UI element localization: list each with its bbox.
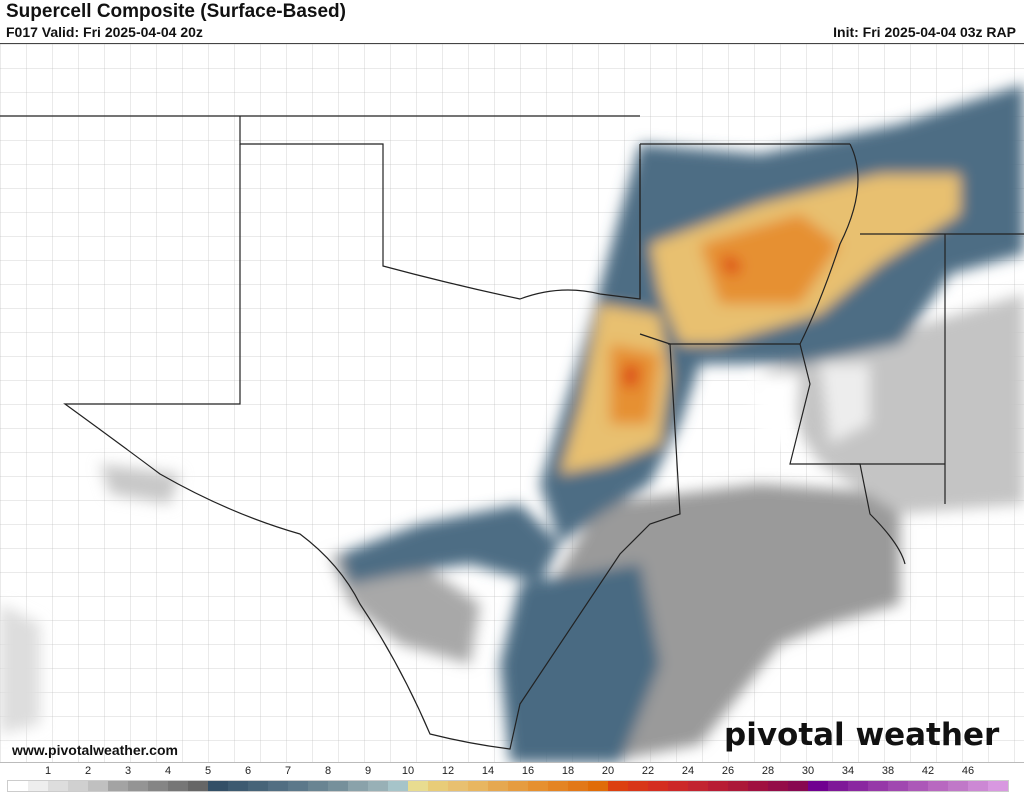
colorbar-swatch xyxy=(108,781,128,791)
colorbar-swatch xyxy=(188,781,208,791)
colorbar-swatches xyxy=(7,780,1009,792)
colorbar-swatch xyxy=(428,781,448,791)
colorbar: 1 2 3 4 5 6 7 8 9 10 12 14 16 18 20 22 24 26 28 30 34 38 42 46 xyxy=(0,762,1024,792)
colorbar-label: 2 xyxy=(84,765,92,777)
colorbar-swatch xyxy=(48,781,68,791)
colorbar-swatch xyxy=(268,781,288,791)
colorbar-swatch xyxy=(928,781,948,791)
state-borders xyxy=(0,115,1024,750)
map-title: Supercell Composite (Surface-Based) xyxy=(6,1,346,22)
colorbar-swatch xyxy=(308,781,328,791)
init-time: Init: Fri 2025-04-04 03z RAP xyxy=(833,24,1016,40)
weather-map[interactable] xyxy=(0,43,1024,763)
colorbar-swatch xyxy=(908,781,928,791)
white-holes xyxy=(750,364,870,444)
colorbar-swatch xyxy=(508,781,528,791)
colorbar-swatch xyxy=(968,781,988,791)
colorbar-label: 7 xyxy=(284,765,292,777)
colorbar-label: 20 xyxy=(601,765,615,777)
colorbar-label: 8 xyxy=(324,765,332,777)
colorbar-label: 42 xyxy=(921,765,935,777)
colorbar-swatch xyxy=(328,781,348,791)
colorbar-swatch xyxy=(468,781,488,791)
colorbar-swatch xyxy=(8,781,28,791)
colorbar-label: 34 xyxy=(841,765,855,777)
colorbar-label: 30 xyxy=(801,765,815,777)
colorbar-swatch xyxy=(408,781,428,791)
colorbar-label: 46 xyxy=(961,765,975,777)
colorbar-swatch xyxy=(948,781,968,791)
colorbar-label: 14 xyxy=(481,765,495,777)
colorbar-swatch xyxy=(988,781,1008,791)
colorbar-label: 12 xyxy=(441,765,455,777)
colorbar-label: 26 xyxy=(721,765,735,777)
colorbar-swatch xyxy=(28,781,48,791)
colorbar-swatch xyxy=(288,781,308,791)
colorbar-swatch xyxy=(788,781,808,791)
colorbar-label: 5 xyxy=(204,765,212,777)
colorbar-swatch xyxy=(388,781,408,791)
colorbar-swatch xyxy=(488,781,508,791)
colorbar-swatch xyxy=(548,781,568,791)
colorbar-swatch xyxy=(528,781,548,791)
colorbar-label: 4 xyxy=(164,765,172,777)
colorbar-label: 9 xyxy=(364,765,372,777)
colorbar-swatch xyxy=(228,781,248,791)
pivotal-weather-logo: pivotal weather xyxy=(724,717,1000,753)
colorbar-swatch xyxy=(848,781,868,791)
colorbar-swatch xyxy=(588,781,608,791)
colorbar-swatch xyxy=(248,781,268,791)
colorbar-swatch xyxy=(208,781,228,791)
colorbar-label: 28 xyxy=(761,765,775,777)
colorbar-swatch xyxy=(448,781,468,791)
colorbar-swatch xyxy=(68,781,88,791)
colorbar-swatch xyxy=(148,781,168,791)
colorbar-swatch xyxy=(768,781,788,791)
colorbar-swatch xyxy=(828,781,848,791)
colorbar-label: 16 xyxy=(521,765,535,777)
colorbar-swatch xyxy=(808,781,828,791)
colorbar-swatch xyxy=(128,781,148,791)
colorbar-swatch xyxy=(648,781,668,791)
colorbar-swatch xyxy=(368,781,388,791)
colorbar-swatch xyxy=(88,781,108,791)
colorbar-swatch xyxy=(608,781,628,791)
colorbar-swatch xyxy=(168,781,188,791)
colorbar-swatch xyxy=(708,781,728,791)
colorbar-label: 10 xyxy=(401,765,415,777)
colorbar-labels: 1 2 3 4 5 6 7 8 9 10 12 14 16 18 20 22 24 26 28 30 34 38 42 46 xyxy=(0,765,1024,779)
colorbar-swatch xyxy=(748,781,768,791)
colorbar-label: 24 xyxy=(681,765,695,777)
colorbar-label: 6 xyxy=(244,765,252,777)
scp-field xyxy=(0,84,1024,763)
colorbar-swatch xyxy=(568,781,588,791)
colorbar-label: 22 xyxy=(641,765,655,777)
colorbar-swatch xyxy=(688,781,708,791)
colorbar-swatch xyxy=(628,781,648,791)
colorbar-swatch xyxy=(888,781,908,791)
colorbar-swatch xyxy=(868,781,888,791)
colorbar-swatch xyxy=(348,781,368,791)
colorbar-label: 1 xyxy=(44,765,52,777)
website-url[interactable]: www.pivotalweather.com xyxy=(12,742,178,758)
colorbar-label: 18 xyxy=(561,765,575,777)
colorbar-label: 3 xyxy=(124,765,132,777)
colorbar-swatch xyxy=(668,781,688,791)
colorbar-swatch xyxy=(728,781,748,791)
valid-time: F017 Valid: Fri 2025-04-04 20z xyxy=(6,24,203,40)
colorbar-label: 38 xyxy=(881,765,895,777)
